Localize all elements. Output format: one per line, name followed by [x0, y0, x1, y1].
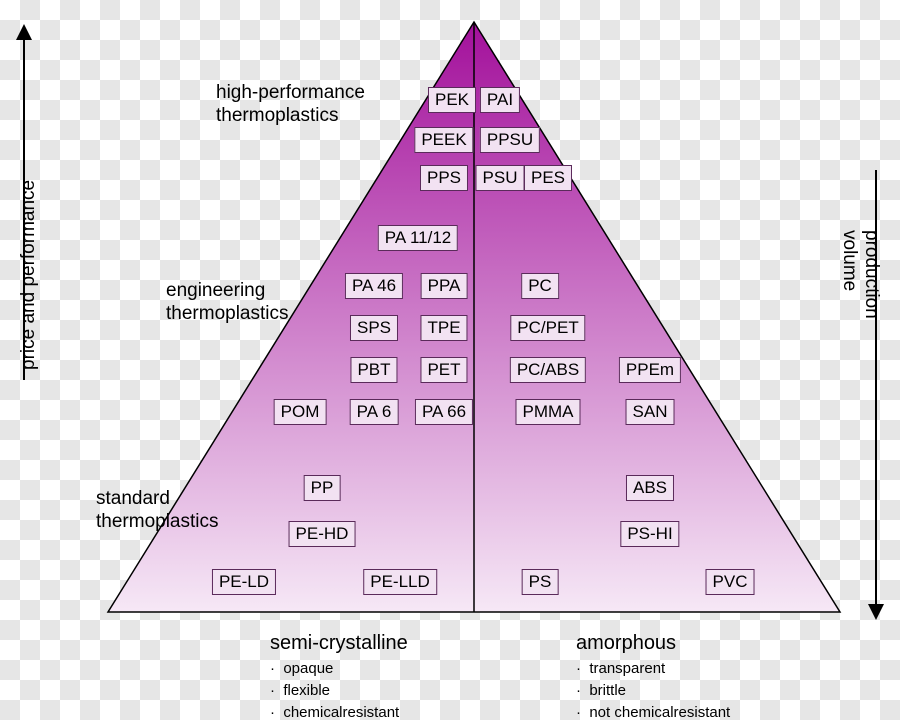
material-pill: PC — [521, 273, 559, 299]
material-pill: PVC — [706, 569, 755, 595]
material-pill: TPE — [420, 315, 467, 341]
material-pill: PES — [524, 165, 572, 191]
material-pill: PS-HI — [620, 521, 679, 547]
tier-label-line: high-performance — [216, 82, 365, 103]
base-subs-amorphous: · transparent· brittle· not chemicalresi… — [576, 658, 730, 720]
material-pill: PPA — [421, 273, 468, 299]
material-pill: PA 66 — [415, 399, 473, 425]
material-pill: PP — [304, 475, 341, 501]
material-pill: SPS — [350, 315, 398, 341]
material-pill: PE-HD — [289, 521, 356, 547]
material-pill: SAN — [626, 399, 675, 425]
material-pill: PET — [420, 357, 467, 383]
material-pill: PBT — [350, 357, 397, 383]
material-pill: PC/ABS — [510, 357, 586, 383]
material-pill: PMMA — [516, 399, 581, 425]
tier-label-engineering: engineering thermoplastics — [166, 280, 289, 326]
base-subs-semi-crystalline: · opaque· flexible· chemicalresistant — [270, 658, 399, 720]
material-pill: PPEm — [619, 357, 681, 383]
tier-label-high-performance: high-performance thermoplastics — [216, 82, 365, 128]
axis-label-price-performance: price and performance — [18, 180, 40, 370]
base-label-amorphous: amorphous — [576, 632, 676, 655]
tier-label-line: standard — [96, 488, 170, 509]
tier-label-line: engineering — [166, 280, 265, 301]
material-pill: PEEK — [414, 127, 473, 153]
material-pill: PE-LD — [212, 569, 276, 595]
material-pill: PEK — [428, 87, 476, 113]
material-pill: POM — [274, 399, 327, 425]
material-pill: PSU — [476, 165, 525, 191]
material-pill: PPSU — [480, 127, 540, 153]
material-pill: PS — [522, 569, 559, 595]
material-pill: ABS — [626, 475, 674, 501]
axis-label-production-volume: production volume — [838, 230, 882, 319]
material-pill: PC/PET — [510, 315, 585, 341]
base-label-semi-crystalline: semi-crystalline — [270, 632, 408, 655]
tier-label-line: thermoplastics — [216, 105, 339, 126]
material-pill: PA 6 — [350, 399, 399, 425]
material-pill: PE-LLD — [363, 569, 437, 595]
material-pill: PA 46 — [345, 273, 403, 299]
tier-label-standard: standard thermoplastics — [96, 488, 219, 534]
tier-label-line: thermoplastics — [166, 303, 289, 324]
material-pill: PPS — [420, 165, 468, 191]
tier-label-line: thermoplastics — [96, 511, 219, 532]
material-pill: PA 11/12 — [378, 225, 458, 251]
material-pill: PAI — [480, 87, 520, 113]
